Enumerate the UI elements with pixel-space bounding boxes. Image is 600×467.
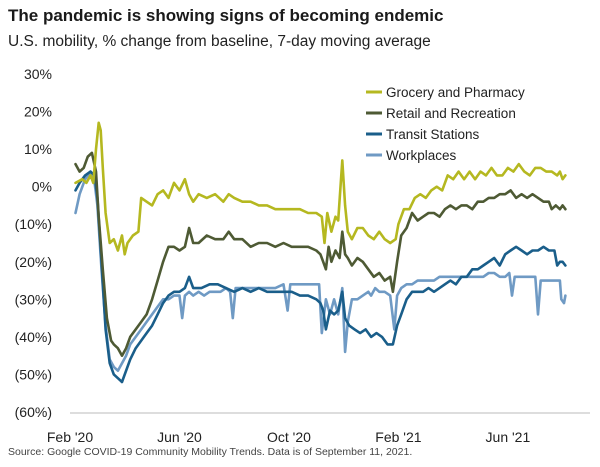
- y-axis: 30% 20% 10% 0% (10%) (20%) (30%) (40%) (50%) (60%…: [15, 66, 52, 420]
- x-tick-label: Jun '20: [157, 429, 202, 445]
- series-lines: [74, 121, 567, 384]
- legend-label: Grocery and Pharmacy: [386, 85, 525, 100]
- x-tick-label: Oct '20: [267, 429, 311, 445]
- series-line-grocery-and-pharmacy: [74, 121, 567, 256]
- y-tick-label: (20%): [15, 254, 52, 270]
- x-tick-label: Feb '21: [375, 429, 421, 445]
- x-axis: Feb '20 Jun '20 Oct '20 Feb '21 Jun '21: [47, 429, 531, 445]
- y-tick-label: 10%: [24, 141, 52, 157]
- y-tick-label: 0%: [32, 179, 52, 195]
- legend-label: Retail and Recreation: [386, 106, 516, 121]
- source-note: Source: Google COVID-19 Community Mobili…: [8, 446, 413, 458]
- y-tick-label: (10%): [15, 216, 52, 232]
- legend: Grocery and Pharmacy Retail and Recreatio…: [366, 85, 525, 163]
- y-tick-label: (40%): [15, 329, 52, 345]
- chart-subtitle: U.S. mobility, % change from baseline, 7…: [8, 33, 431, 50]
- series-line-retail-and-recreation: [74, 151, 567, 357]
- series-line-workplaces: [74, 170, 567, 372]
- legend-label: Workplaces: [386, 148, 457, 163]
- y-tick-label: 30%: [24, 66, 52, 82]
- x-tick-label: Jun '21: [486, 429, 531, 445]
- series-line-transit-stations: [74, 170, 567, 384]
- x-tick-label: Feb '20: [47, 429, 93, 445]
- y-tick-label: (60%): [15, 404, 52, 420]
- legend-label: Transit Stations: [386, 127, 480, 142]
- y-tick-label: (30%): [15, 291, 52, 307]
- chart-title: The pandemic is showing signs of becomin…: [8, 6, 444, 25]
- y-tick-label: 20%: [24, 104, 52, 120]
- y-tick-label: (50%): [15, 366, 52, 382]
